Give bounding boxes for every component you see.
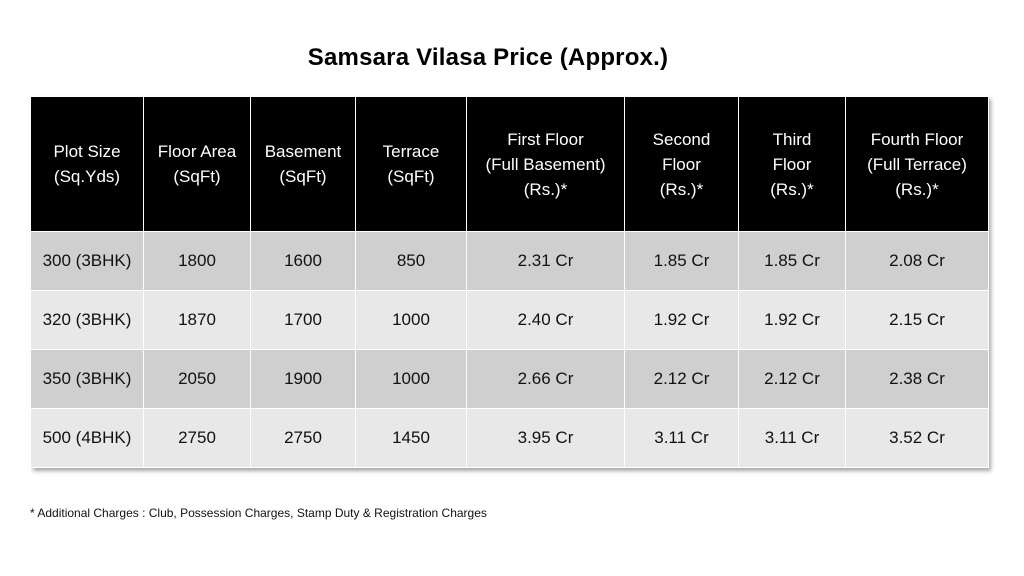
header-basement: Basement (SqFt) (250, 96, 356, 232)
header-first-floor: First Floor (Full Basement) (Rs.)* (466, 96, 625, 232)
cell-fourth-floor: 2.15 Cr (845, 290, 989, 350)
header-line: (SqFt) (387, 167, 435, 186)
header-line: Floor (662, 154, 701, 174)
table-row: 500 (4BHK) 2750 2750 1450 3.95 Cr 3.11 C… (30, 408, 989, 468)
table-row: 350 (3BHK) 2050 1900 1000 2.66 Cr 2.12 C… (30, 349, 989, 409)
cell-plot-size: 300 (3BHK) (30, 231, 144, 291)
cell-fourth-floor: 2.38 Cr (845, 349, 989, 409)
cell-first-floor: 3.95 Cr (466, 408, 625, 468)
cell-floor-area: 1870 (143, 290, 251, 350)
header-line: Second (652, 129, 711, 149)
header-line: Fourth Floor (870, 129, 964, 149)
cell-second-floor: 1.92 Cr (624, 290, 739, 350)
cell-basement: 2750 (250, 408, 356, 468)
cell-third-floor: 2.12 Cr (738, 349, 846, 409)
header-second-floor: Second Floor (Rs.)* (624, 96, 739, 232)
cell-plot-size: 320 (3BHK) (30, 290, 144, 350)
cell-second-floor: 3.11 Cr (624, 408, 739, 468)
footnote: * Additional Charges : Club, Possession … (30, 506, 487, 520)
header-line: (Full Basement) (485, 154, 606, 174)
table-row: 300 (3BHK) 1800 1600 850 2.31 Cr 1.85 Cr… (30, 231, 989, 291)
cell-second-floor: 2.12 Cr (624, 349, 739, 409)
cell-basement: 1600 (250, 231, 356, 291)
header-line: Plot Size (53, 142, 121, 161)
cell-fourth-floor: 3.52 Cr (845, 408, 989, 468)
cell-terrace: 1000 (355, 290, 467, 350)
cell-first-floor: 2.40 Cr (466, 290, 625, 350)
header-line: (Rs.)* (523, 179, 568, 199)
header-line: (Rs.)* (770, 179, 814, 199)
header-line: Terrace (382, 142, 440, 161)
header-plot-size: Plot Size (Sq.Yds) (30, 96, 144, 232)
header-line: Floor Area (157, 142, 237, 161)
table-row: 320 (3BHK) 1870 1700 1000 2.40 Cr 1.92 C… (30, 290, 989, 350)
header-line: (SqFt) (173, 167, 221, 186)
cell-second-floor: 1.85 Cr (624, 231, 739, 291)
header-line: Basement (264, 142, 342, 161)
cell-basement: 1700 (250, 290, 356, 350)
table-header-row: Plot Size (Sq.Yds) Floor Area (SqFt) Bas… (30, 96, 989, 232)
price-table-container: Plot Size (Sq.Yds) Floor Area (SqFt) Bas… (30, 96, 989, 468)
header-line: Third (772, 129, 812, 149)
cell-third-floor: 1.92 Cr (738, 290, 846, 350)
header-fourth-floor: Fourth Floor (Full Terrace) (Rs.)* (845, 96, 989, 232)
header-line: (Sq.Yds) (53, 167, 121, 186)
header-line: First Floor (507, 129, 584, 149)
price-table: Plot Size (Sq.Yds) Floor Area (SqFt) Bas… (30, 96, 989, 468)
header-line: (SqFt) (279, 167, 327, 186)
cell-terrace: 1000 (355, 349, 467, 409)
cell-floor-area: 2050 (143, 349, 251, 409)
header-line: (Rs.)* (659, 179, 704, 199)
cell-plot-size: 500 (4BHK) (30, 408, 144, 468)
cell-floor-area: 1800 (143, 231, 251, 291)
cell-terrace: 1450 (355, 408, 467, 468)
header-floor-area: Floor Area (SqFt) (143, 96, 251, 232)
cell-fourth-floor: 2.08 Cr (845, 231, 989, 291)
cell-third-floor: 3.11 Cr (738, 408, 846, 468)
page-title: Samsara Vilasa Price (Approx.) (307, 44, 669, 71)
cell-basement: 1900 (250, 349, 356, 409)
cell-floor-area: 2750 (143, 408, 251, 468)
header-line: (Rs.)* (895, 179, 939, 199)
cell-first-floor: 2.31 Cr (466, 231, 625, 291)
header-line: (Full Terrace) (867, 154, 967, 174)
header-terrace: Terrace (SqFt) (355, 96, 467, 232)
cell-first-floor: 2.66 Cr (466, 349, 625, 409)
header-line: Floor (772, 154, 812, 174)
cell-third-floor: 1.85 Cr (738, 231, 846, 291)
header-third-floor: Third Floor (Rs.)* (738, 96, 846, 232)
cell-terrace: 850 (355, 231, 467, 291)
cell-plot-size: 350 (3BHK) (30, 349, 144, 409)
